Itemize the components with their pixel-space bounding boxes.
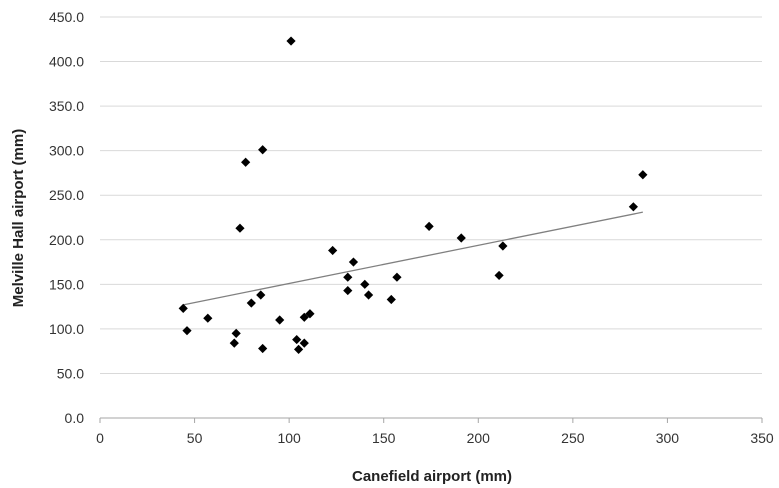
data-point: [294, 344, 304, 354]
data-point: [628, 202, 638, 212]
data-point: [498, 241, 508, 251]
data-point: [258, 145, 268, 155]
data-point: [292, 334, 302, 345]
data-point: [231, 328, 241, 338]
data-point: [456, 233, 466, 243]
x-tick-label: 300: [656, 430, 680, 446]
x-tick-label: 150: [372, 430, 396, 446]
data-point: [328, 245, 338, 256]
y-tick-label: 100.0: [49, 321, 84, 337]
x-tick-label: 200: [467, 430, 491, 446]
data-point: [392, 272, 402, 282]
axes: [99, 417, 763, 423]
data-point: [305, 309, 315, 319]
x-tick-label: 0: [96, 430, 104, 446]
data-point: [348, 257, 359, 267]
y-tick-labels: 0.0 50.0 100.0 150.0 200.0 250.0 300.0 350.0 400…: [49, 9, 84, 426]
x-tick-label: 250: [561, 430, 585, 446]
data-point: [343, 272, 353, 282]
x-axis-title: Canefield airport (mm): [352, 468, 512, 485]
y-tick-label: 350.0: [49, 98, 84, 114]
x-tick-label: 350: [750, 430, 774, 446]
data-point: [275, 315, 285, 325]
y-tick-label: 150.0: [49, 276, 84, 292]
y-tick-label: 0.0: [65, 410, 85, 426]
y-tick-label: 300.0: [49, 143, 84, 159]
data-point: [424, 221, 434, 232]
data-point: [235, 223, 245, 233]
y-tick-label: 200.0: [49, 232, 84, 248]
data-point: [299, 312, 309, 322]
y-tick-label: 50.0: [57, 365, 84, 381]
data-point: [343, 285, 353, 296]
y-tick-label: 450.0: [49, 9, 84, 25]
data-point: [386, 294, 396, 305]
y-tick-label: 400.0: [49, 54, 84, 70]
y-tick-label: 250.0: [49, 187, 84, 203]
data-point: [363, 290, 374, 300]
data-point: [203, 313, 213, 323]
x-tick-label: 100: [277, 430, 301, 446]
data-point: [360, 279, 370, 289]
data-point: [299, 338, 309, 348]
x-tick-labels: 0 50 100 150 200 250 300 350: [96, 430, 774, 446]
x-tick-label: 50: [187, 430, 203, 446]
data-point: [638, 170, 648, 180]
y-axis-title: Melville Hall airport (mm): [10, 129, 27, 307]
trendline-layer: [183, 211, 643, 306]
trendline: [183, 211, 643, 306]
data-points: [178, 36, 648, 354]
gridlines: [100, 16, 762, 374]
data-point: [229, 338, 239, 348]
data-point: [256, 290, 266, 300]
data-point: [286, 36, 296, 46]
data-point: [241, 157, 251, 167]
data-point: [182, 326, 192, 336]
data-point: [178, 303, 188, 313]
data-point: [246, 298, 256, 308]
data-point: [494, 270, 504, 281]
data-point: [258, 343, 268, 354]
